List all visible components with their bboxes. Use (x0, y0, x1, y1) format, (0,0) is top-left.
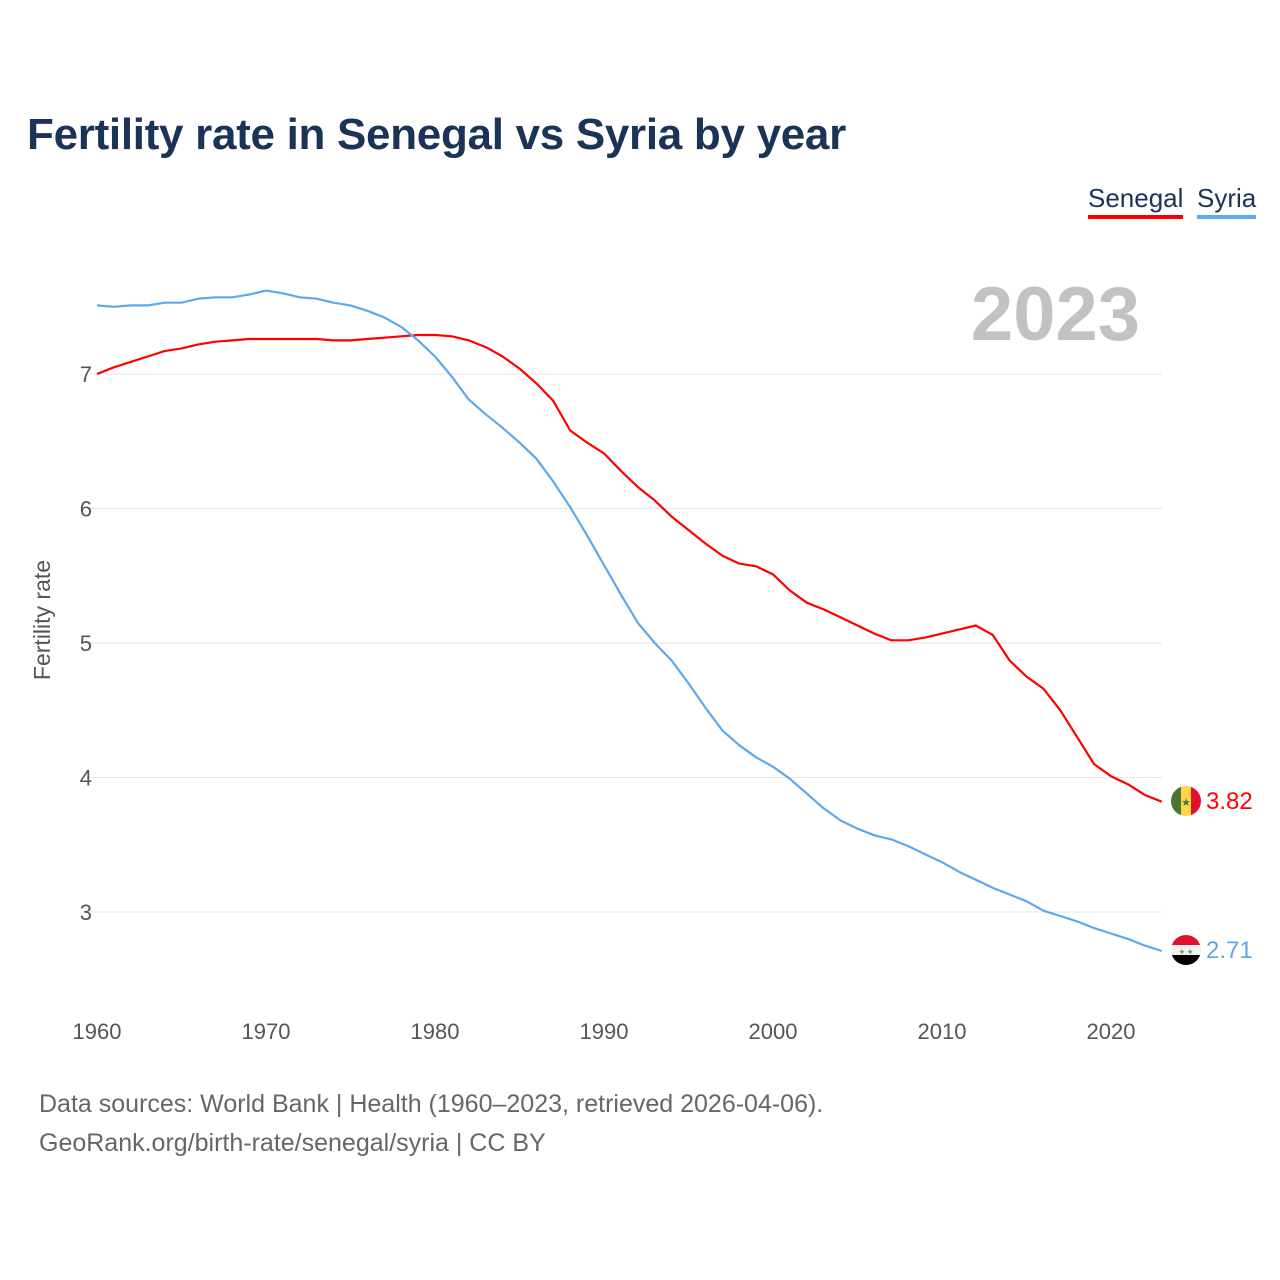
y-tick-label: 7 (80, 362, 92, 387)
x-tick-label: 2020 (1087, 1019, 1136, 1044)
x-tick-label: 2000 (749, 1019, 798, 1044)
y-axis-label: Fertility rate (29, 560, 55, 680)
grid-lines (90, 373, 1162, 913)
series-line-syria (96, 289, 1163, 953)
y-tick-label: 4 (80, 766, 92, 791)
legend-senegal[interactable]: Senegal (1088, 183, 1184, 219)
legend-syria[interactable]: Syria (1197, 183, 1257, 219)
senegal-flag-icon: ★ (1171, 786, 1201, 816)
x-tick-label: 1970 (242, 1019, 291, 1044)
source-text: Data sources: World Bank | Health (1960–… (39, 1090, 824, 1118)
x-tick-label: 1990 (580, 1019, 629, 1044)
senegal-end-label: 3.82 (1206, 788, 1253, 815)
series-line-senegal (96, 333, 1163, 803)
syria-flag-icon: ★ ★ (1171, 935, 1201, 965)
footer: Data sources: World Bank | Health (1960–… (39, 1085, 823, 1163)
x-tick-label: 2010 (918, 1019, 967, 1044)
x-tick-label: 1960 (73, 1019, 122, 1044)
series-lines (96, 289, 1163, 953)
svg-text:★: ★ (1181, 797, 1191, 809)
x-axis-ticks: 1960 1970 1980 1990 2000 2010 2020 (73, 1019, 1136, 1044)
syria-end-label: 2.71 (1206, 937, 1253, 964)
x-tick-label: 1980 (411, 1019, 460, 1044)
year-watermark: 2023 (971, 272, 1140, 357)
chart-title: Fertility rate in Senegal vs Syria by ye… (27, 110, 846, 159)
attribution-link[interactable]: GeoRank.org/birth-rate/senegal/syria | C… (39, 1129, 546, 1157)
y-tick-label: 3 (80, 900, 92, 925)
y-axis-ticks: 3 4 5 6 7 (80, 362, 92, 925)
y-tick-label: 5 (80, 631, 92, 656)
svg-text:★ ★: ★ ★ (1179, 948, 1194, 956)
y-tick-label: 6 (80, 497, 92, 522)
